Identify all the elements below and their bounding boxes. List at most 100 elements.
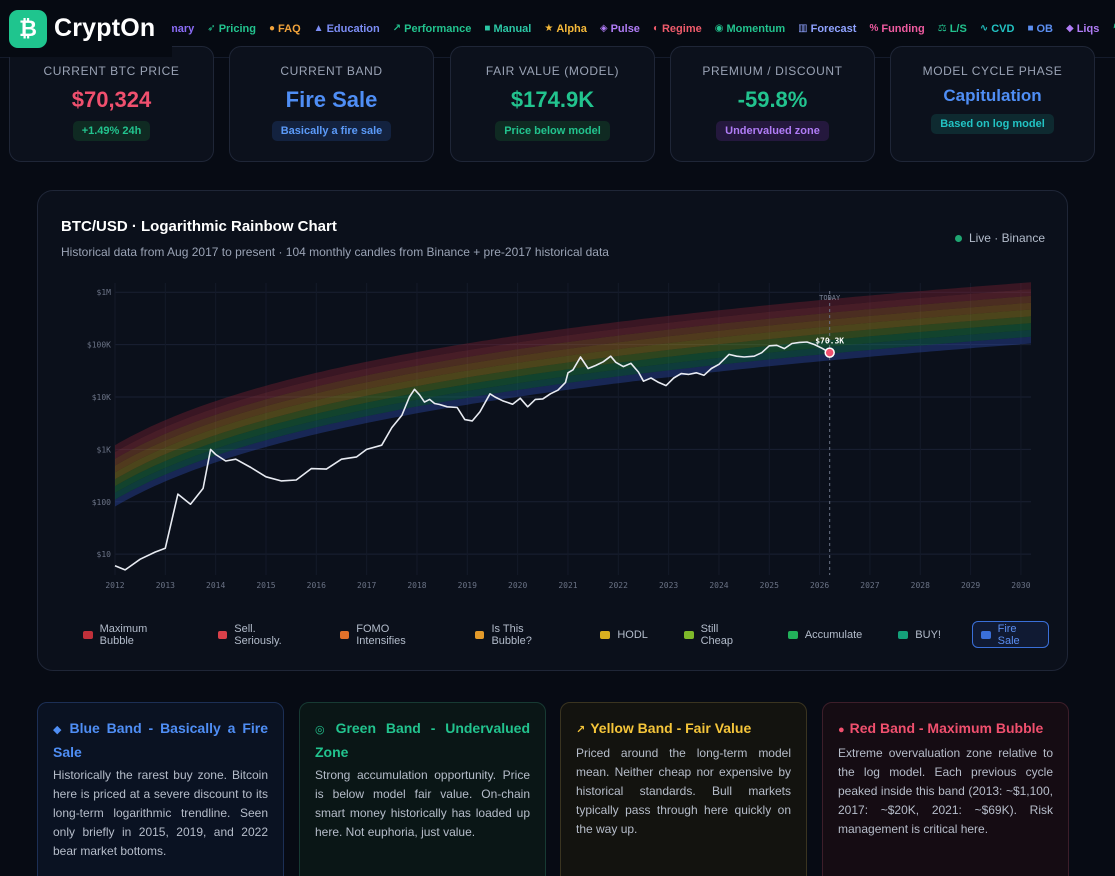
logo-text: CryptOn: [54, 14, 156, 42]
stat-value: Fire Sale: [285, 87, 378, 112]
btc-price-line: [114, 341, 831, 571]
nav-item-manual[interactable]: ■ Manual: [484, 23, 531, 35]
legend-swatch-icon: [339, 630, 350, 639]
nav-item-liqs[interactable]: ◆ Liqs: [1066, 23, 1099, 35]
rainbow-chart: $10 $100 $1K $10K $100K $1M 2012 2013 2014 2015 20…: [87, 282, 1031, 590]
nav-icon: ⚖: [937, 23, 947, 34]
x-tick-label: 2014: [206, 581, 225, 590]
nav-item-faq[interactable]: ● FAQ: [269, 23, 301, 35]
nav-item-performance[interactable]: ↗ Performance: [393, 23, 472, 35]
nav-item-ob[interactable]: ■ OB: [1027, 23, 1053, 35]
nav-label: Funding: [881, 22, 925, 35]
nav-label: FAQ: [278, 22, 301, 35]
x-tick-label: 2013: [156, 581, 175, 590]
nav-icon: ➶: [207, 23, 216, 34]
legend-swatch-icon: [217, 630, 228, 639]
x-tick-label: 2019: [458, 581, 477, 590]
nav-item-momentum[interactable]: ◉ Momentum: [715, 23, 785, 35]
stat-card-fair-value-model-: FAIR VALUE (MODEL) $174.9K Price below mod…: [450, 46, 655, 162]
y-tick-label: $100: [92, 498, 111, 507]
stat-badge: +1.49% 24h: [72, 121, 151, 141]
stat-value: Capitulation: [943, 86, 1042, 105]
nav-links: mary ➶ Pricing ● FAQ ▲ Education ↗ Performance ■ M…: [168, 0, 1115, 57]
legend-label: Is This Bubble?: [491, 622, 532, 647]
legend-label: Accumulate: [804, 628, 863, 641]
bitcoin-logo-icon: ₿: [9, 9, 47, 48]
info-card-blue-band: ◆ Blue Band - Basically a Fire Sale Histor…: [37, 702, 284, 876]
x-tick-label: 2023: [659, 581, 678, 590]
y-tick-label: $10: [97, 550, 112, 559]
nav-item-funding[interactable]: % Funding: [869, 23, 924, 35]
live-indicator: Live · Binance: [954, 231, 1045, 245]
nav-item-alpha[interactable]: ★ Alpha: [544, 23, 587, 35]
legend-swatch-icon: [898, 630, 909, 639]
x-tick-label: 2029: [961, 581, 980, 590]
nav-label: Alpha: [556, 22, 587, 35]
legend-item-sell-seriously[interactable]: Sell. Seriously.: [209, 621, 313, 648]
band-icon: ↗: [576, 724, 586, 736]
legend-label: Fire Sale: [997, 622, 1020, 647]
legend-label: Still Cheap: [700, 622, 733, 647]
nav-label: mary: [168, 22, 195, 35]
nav-item-pricing[interactable]: ➶ Pricing: [207, 23, 256, 35]
nav-item-education[interactable]: ▲ Education: [314, 23, 380, 35]
info-card-yellow-band: ↗ Yellow Band - Fair Value Priced around t…: [560, 702, 807, 876]
legend-label: Maximum Bubble: [99, 622, 148, 647]
legend-swatch-icon: [980, 630, 991, 639]
legend-item-is-this-bubble[interactable]: Is This Bubble?: [466, 621, 574, 648]
info-card-red-band: ● Red Band - Maximum Bubble Extreme overva…: [822, 702, 1069, 876]
nav-label: Momentum: [726, 22, 786, 35]
info-card-title: ↗ Yellow Band - Fair Value: [576, 717, 791, 741]
nav-item-forecast[interactable]: ▥ Forecast: [798, 23, 856, 35]
nav-label: OB: [1036, 22, 1054, 35]
stat-value: -59.8%: [737, 87, 808, 112]
info-card-body: Extreme overvaluation zone relative to t…: [838, 746, 1053, 836]
logo[interactable]: ₿ CryptOn: [0, 0, 172, 57]
stat-label: PREMIUM / DISCOUNT: [702, 64, 843, 78]
legend-item-accumulate[interactable]: Accumulate: [779, 621, 871, 648]
stat-value: $70,324: [71, 87, 152, 112]
nav-label: Performance: [404, 22, 472, 35]
x-tick-label: 2022: [609, 581, 628, 590]
info-card-title-text: Blue Band - Basically a Fire Sale: [53, 720, 268, 760]
x-tick-label: 2018: [407, 581, 426, 590]
legend-item-fire-sale[interactable]: Fire Sale: [971, 621, 1049, 648]
nav-item-l-s[interactable]: ⚖ L/S: [938, 23, 967, 35]
nav-item-pulse[interactable]: ◈ Pulse: [600, 23, 640, 35]
legend-swatch-icon: [83, 630, 93, 639]
legend-label: Sell. Seriously.: [234, 622, 282, 647]
nav-item-mary[interactable]: mary: [168, 23, 194, 35]
x-tick-label: 2015: [256, 581, 275, 590]
info-card-body: Strong accumulation opportunity. Price i…: [315, 768, 530, 839]
nav-icon: ▥: [798, 23, 808, 34]
nav-label: Manual: [493, 22, 532, 35]
legend-swatch-icon: [474, 630, 485, 639]
legend-item-maximum-bubble[interactable]: Maximum Bubble: [74, 621, 191, 648]
stat-badge: Basically a fire sale: [271, 121, 392, 141]
current-price-label: $70.3K: [815, 337, 844, 346]
nav-label: Liqs: [1076, 22, 1100, 35]
legend-item-fomo-intensifies[interactable]: FOMO Intensifies: [331, 621, 448, 648]
nav-label: Pulse: [610, 22, 640, 35]
info-card-title: ◆ Blue Band - Basically a Fire Sale: [53, 717, 268, 763]
x-tick-label: 2027: [860, 581, 879, 590]
live-dot-icon: [954, 234, 962, 242]
nav-icon: ■: [1027, 23, 1034, 34]
nav-label: L/S: [949, 22, 967, 35]
legend-item-hodl[interactable]: HODL: [591, 621, 657, 648]
x-tick-label: 2028: [911, 581, 930, 590]
nav-icon: %: [869, 23, 879, 34]
chart-title: BTC/USD · Logarithmic Rainbow Chart: [61, 218, 337, 235]
y-tick-label: $1K: [97, 445, 112, 454]
nav-item-regime[interactable]: ◐ Regime: [653, 23, 702, 35]
info-card-title: ● Red Band - Maximum Bubble: [838, 717, 1053, 741]
live-label: Live · Binance: [968, 231, 1045, 245]
nav-item-he[interactable]: ↯He: [1112, 23, 1115, 35]
nav-icon: ▲: [313, 23, 324, 34]
nav-icon: ◉: [714, 23, 724, 34]
info-card-title: ◎ Green Band - Undervalued Zone: [315, 717, 530, 763]
nav-item-cvd[interactable]: ∿ CVD: [980, 23, 1015, 35]
legend-item-buy[interactable]: BUY!: [889, 621, 950, 648]
legend-item-still-cheap[interactable]: Still Cheap: [675, 621, 761, 648]
current-price-marker: [824, 347, 835, 358]
